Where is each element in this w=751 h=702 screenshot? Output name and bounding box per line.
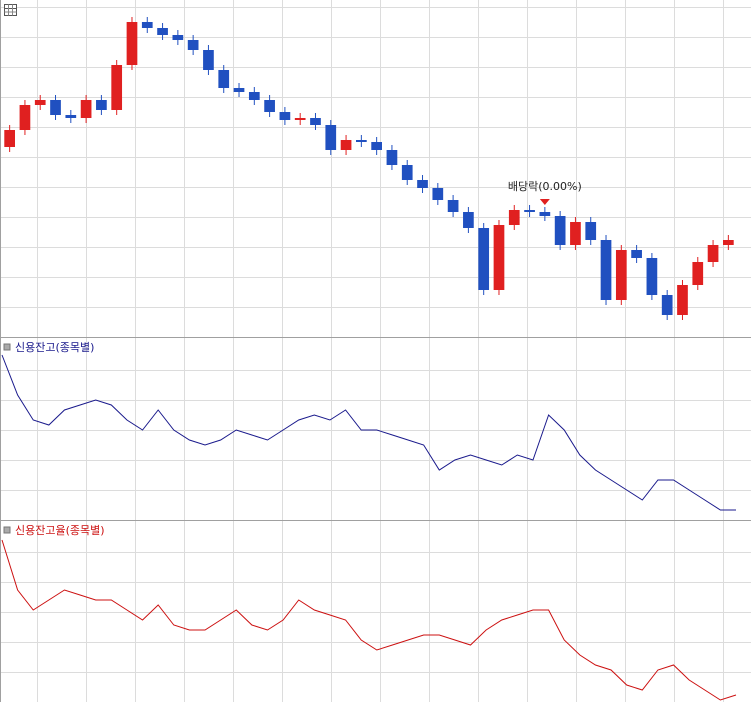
candle-body [279, 112, 291, 120]
candle-body [4, 130, 15, 147]
series-line [1, 354, 736, 511]
candle-body [187, 40, 199, 50]
candle-body [111, 65, 123, 110]
candle-body [294, 118, 306, 120]
candle-body [34, 100, 46, 105]
table-icon[interactable] [4, 4, 17, 16]
candle-body [463, 212, 474, 228]
candle-body [96, 100, 107, 110]
candle-body [493, 225, 505, 290]
candle-body [310, 118, 321, 125]
candle-body [264, 100, 275, 112]
candle-body [646, 258, 658, 295]
candle-body [80, 100, 92, 118]
candle-body [508, 210, 520, 225]
candle-body [661, 295, 673, 315]
legend-swatch [3, 343, 11, 351]
candle-body [447, 200, 459, 212]
candle-body [172, 35, 184, 40]
candle-body [340, 140, 352, 150]
candle-body [585, 222, 597, 240]
candle-body [126, 22, 138, 65]
candle-body [371, 142, 382, 150]
candle-body [692, 262, 704, 285]
candle-body [19, 105, 31, 130]
candle-body [677, 285, 688, 315]
candle-body [50, 100, 61, 115]
annotation-arrow [539, 199, 550, 205]
candle-body [218, 70, 230, 88]
candle-body [554, 216, 566, 245]
candle-body [723, 240, 734, 245]
candle-body [539, 212, 551, 216]
candle-body [386, 150, 398, 165]
legend-label: 신용잔고(종목별) [15, 341, 94, 354]
candle-body [707, 245, 719, 262]
candle-body [248, 92, 260, 100]
series-line [1, 539, 737, 701]
legend-label: 신용잔고율(종목별) [15, 524, 105, 537]
candle-body [478, 228, 490, 290]
candle-body [356, 140, 367, 142]
candle-body [233, 88, 245, 92]
candle-body [570, 222, 581, 245]
legend-swatch [3, 526, 11, 534]
candle-body [600, 240, 612, 300]
candle-body [432, 188, 444, 200]
candle-body [141, 22, 153, 28]
candle-body [524, 210, 535, 212]
annotation: 배당락(0.00%) [508, 180, 582, 193]
candle-body [401, 165, 413, 180]
candle-body [203, 50, 214, 70]
candle-body [65, 115, 77, 118]
candle-body [615, 250, 627, 300]
candle-body [157, 28, 168, 35]
candle-body [325, 125, 337, 150]
candle-body [631, 250, 642, 258]
candle-body [417, 180, 428, 188]
